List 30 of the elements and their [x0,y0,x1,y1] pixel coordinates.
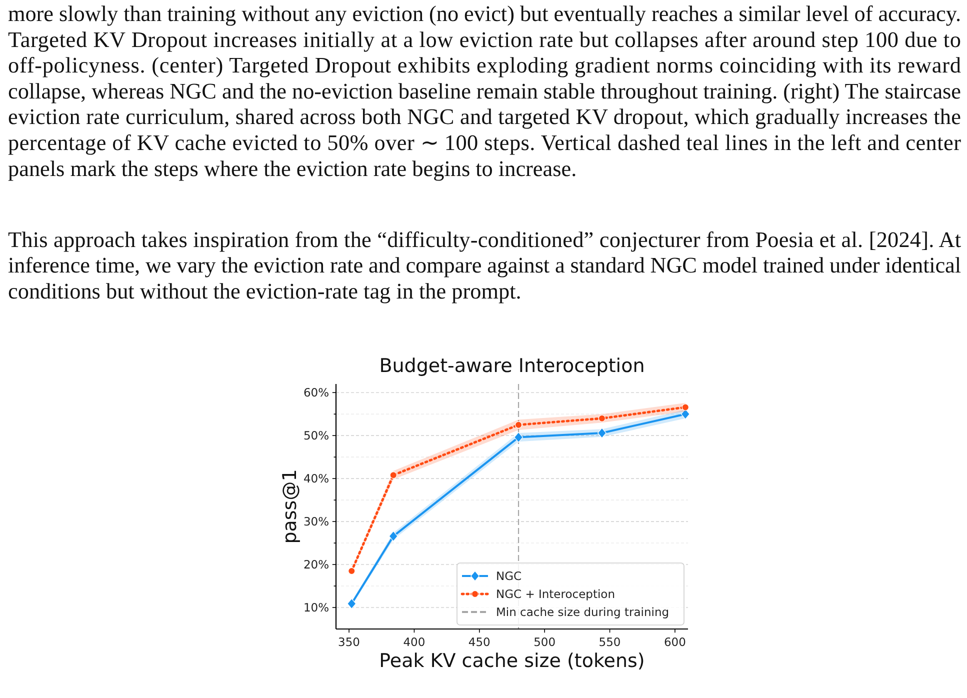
ref-line-label: Min cache size during training [496,605,670,620]
point [348,567,356,575]
y-tick-label: 20% [303,558,330,572]
point [597,428,606,438]
point [682,404,689,411]
x-tick-label: 450 [468,635,490,649]
point [598,414,606,422]
x-tick-label: 500 [534,635,556,649]
y-tick-label: 30% [303,514,330,529]
x-tick-label: 600 [664,635,686,649]
point [390,472,397,479]
text: This approach takes inspiration from the “difficulty-conditioned” conjecturer from Poesia et al. [2024]. At inference time, we vary the eviction rate and compare against a standard NGC model trained under identical conditions but without the eviction-rate tag in the prompt. [8,226,962,304]
y-tick-label: 10% [303,600,330,615]
x-tick-label: 550 [598,635,621,649]
point [514,432,524,443]
x-tick-label: 400 [403,635,426,649]
text: more slowly than training without any eviction (no evict) but eventually reaches a similar level of accuracy. Targeted KV Dropout increases initially at a low eviction rate but collapses after around step 100 due to off-policyness. (center) Targeted Dropout exhibits exploding gradient norms coinciding with its reward collapse, whereas NGC and the no-eviction baseline remain stable throughout training. (right) The staircase eviction rate curriculum, shared across both NGC and targeted KV dropout, which gradually increases the percentage of KV cache evicted to 50% over ∼ 100 steps. Vertical dashed teal lines in the left and center panels mark the steps where the eviction rate begins to increase. [8,1,962,181]
point [514,421,522,428]
y-tick-label: 40% [303,472,330,486]
legend-label: NGC [496,569,522,584]
x-axis-title: Peak KV cache size (tokens) [379,650,645,672]
x-tick-label: 350 [338,635,360,649]
point [680,408,690,420]
chart-title: Budget-aware Interoception [379,355,645,377]
point [347,598,356,609]
y-tick-label: 50% [303,428,330,443]
y-axis-title: pass@1 [279,469,301,544]
point [388,530,398,542]
legend-label: NGC + Interoception [496,587,615,602]
y-tick-label: 60% [303,386,330,400]
